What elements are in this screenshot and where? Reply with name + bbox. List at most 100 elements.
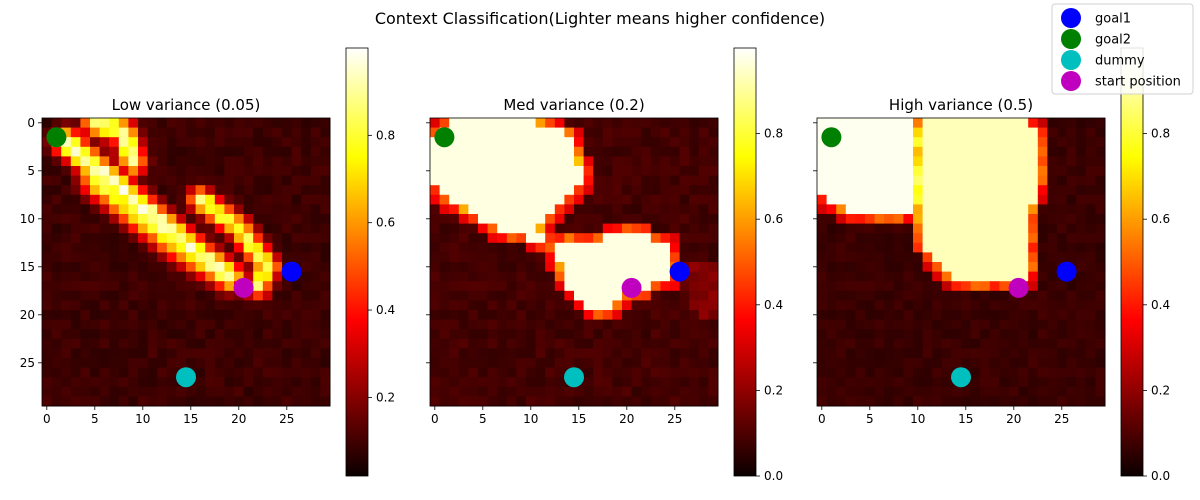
heatmap-cell bbox=[1018, 204, 1029, 215]
heatmap-cell bbox=[70, 377, 81, 388]
heatmap-cell bbox=[128, 377, 139, 388]
heatmap-cell bbox=[1047, 185, 1058, 196]
heatmap-cell bbox=[554, 156, 565, 167]
heatmap-cell bbox=[439, 204, 450, 215]
heatmap-cell bbox=[1057, 377, 1068, 388]
heatmap-cell bbox=[670, 194, 681, 205]
heatmap-cell bbox=[234, 319, 245, 330]
heatmap-cell bbox=[458, 242, 469, 253]
heatmap-cell bbox=[1066, 310, 1077, 321]
heatmap-cell bbox=[138, 290, 149, 301]
heatmap-cell bbox=[961, 233, 972, 244]
heatmap-cell bbox=[449, 175, 460, 186]
heatmap-cell bbox=[253, 319, 264, 330]
heatmap-cell bbox=[430, 146, 441, 157]
heatmap-cell bbox=[893, 358, 904, 369]
heatmap-cell bbox=[128, 204, 139, 215]
heatmap-cell bbox=[1066, 118, 1077, 129]
heatmap-cell bbox=[458, 329, 469, 340]
heatmap-cell bbox=[147, 146, 158, 157]
heatmap-cell bbox=[922, 194, 933, 205]
heatmap-cell bbox=[195, 214, 206, 225]
heatmap-cell bbox=[989, 310, 1000, 321]
heatmap-cell bbox=[506, 194, 517, 205]
heatmap-cell bbox=[826, 166, 837, 177]
heatmap-cell bbox=[913, 290, 924, 301]
heatmap-cell bbox=[176, 358, 187, 369]
heatmap-cell bbox=[660, 146, 671, 157]
heatmap-cell bbox=[1057, 127, 1068, 138]
heatmap-cell bbox=[670, 252, 681, 263]
heatmap-cell bbox=[1057, 194, 1068, 205]
heatmap-cell bbox=[70, 396, 81, 407]
heatmap-cell bbox=[932, 214, 943, 225]
heatmap-cell bbox=[650, 319, 661, 330]
heatmap-cell bbox=[1057, 233, 1068, 244]
heatmap-cell bbox=[51, 252, 62, 263]
heatmap-cell bbox=[272, 290, 283, 301]
heatmap-cell bbox=[243, 204, 254, 215]
heatmap-cell bbox=[874, 137, 885, 148]
heatmap-cell bbox=[430, 396, 441, 407]
heatmap-cell bbox=[1037, 271, 1048, 282]
heatmap-cell bbox=[817, 396, 828, 407]
heatmap-cell bbox=[622, 367, 633, 378]
heatmap-cell bbox=[234, 300, 245, 311]
heatmap-cell bbox=[602, 175, 613, 186]
heatmap-cell bbox=[1076, 166, 1087, 177]
heatmap-cell bbox=[176, 146, 187, 157]
heatmap-cell bbox=[526, 146, 537, 157]
heatmap-cell bbox=[157, 242, 168, 253]
heatmap-cell bbox=[320, 127, 331, 138]
heatmap-cell bbox=[989, 252, 1000, 263]
heatmap-cell bbox=[166, 290, 177, 301]
heatmap-cell bbox=[1085, 386, 1096, 397]
heatmap-cell bbox=[1018, 118, 1029, 129]
heatmap-cell bbox=[1085, 118, 1096, 129]
heatmap-cell bbox=[679, 329, 690, 340]
heatmap-cell bbox=[574, 329, 585, 340]
heatmap-cell bbox=[526, 281, 537, 292]
heatmap-cell bbox=[118, 262, 129, 273]
heatmap-cell bbox=[118, 242, 129, 253]
heatmap-cell bbox=[612, 214, 623, 225]
heatmap-cell bbox=[535, 300, 546, 311]
heatmap-cell bbox=[214, 166, 225, 177]
heatmap-cell bbox=[118, 348, 129, 359]
heatmap-cell bbox=[310, 146, 321, 157]
heatmap-cell bbox=[903, 223, 914, 234]
heatmap-cell bbox=[516, 233, 527, 244]
heatmap-cell bbox=[234, 175, 245, 186]
heatmap-cell bbox=[234, 329, 245, 340]
heatmap-cell bbox=[42, 367, 53, 378]
heatmap-cell bbox=[61, 290, 72, 301]
heatmap-cell bbox=[641, 204, 652, 215]
heatmap-cell bbox=[310, 271, 321, 282]
heatmap-cell bbox=[874, 233, 885, 244]
heatmap-cell bbox=[1028, 300, 1039, 311]
heatmap-cell bbox=[817, 338, 828, 349]
heatmap-cell bbox=[234, 194, 245, 205]
heatmap-cell bbox=[195, 118, 206, 129]
heatmap-cell bbox=[951, 185, 962, 196]
heatmap-cell bbox=[497, 146, 508, 157]
heatmap-cell bbox=[874, 396, 885, 407]
heatmap-cell bbox=[631, 185, 642, 196]
heatmap-cell bbox=[1076, 377, 1087, 388]
heatmap-cell bbox=[138, 348, 149, 359]
heatmap-cell bbox=[253, 166, 264, 177]
heatmap-cell bbox=[855, 127, 866, 138]
heatmap-cell bbox=[865, 214, 876, 225]
heatmap-cell bbox=[70, 348, 81, 359]
heatmap-cell bbox=[670, 367, 681, 378]
heatmap-cell bbox=[526, 242, 537, 253]
heatmap-cell bbox=[506, 290, 517, 301]
heatmap-cell bbox=[109, 358, 120, 369]
heatmap-cell bbox=[922, 175, 933, 186]
heatmap-cell bbox=[903, 367, 914, 378]
heatmap-cell bbox=[593, 319, 604, 330]
heatmap-cell bbox=[90, 329, 101, 340]
heatmap-cell bbox=[679, 175, 690, 186]
heatmap-cell bbox=[855, 175, 866, 186]
heatmap-cell bbox=[698, 137, 709, 148]
